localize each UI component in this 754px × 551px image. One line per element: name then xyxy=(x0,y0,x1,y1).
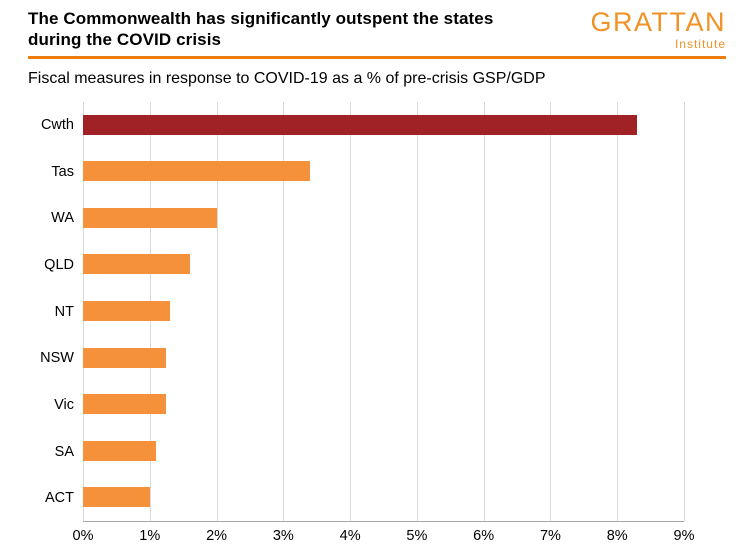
chart-row xyxy=(83,334,684,381)
logo-wordmark: GRATTAN xyxy=(590,7,726,37)
category-label-act: ACT xyxy=(45,490,74,507)
bar-vic xyxy=(83,394,167,415)
chart-row xyxy=(83,288,684,335)
category-label-tas: Tas xyxy=(51,163,74,180)
chart-row xyxy=(83,241,684,288)
bar-sa xyxy=(83,440,157,461)
chart-body: Cwth Tas WA QLD NT NSW Vic SA ACT xyxy=(28,101,726,522)
category-label-nt: NT xyxy=(54,303,74,320)
bar-tas xyxy=(83,161,311,182)
x-tick-label: 6% xyxy=(473,527,495,544)
chart-row xyxy=(83,102,684,149)
chart-subtitle: Fiscal measures in response to COVID-19 … xyxy=(28,69,546,87)
category-label-vic: Vic xyxy=(54,396,74,413)
gridline xyxy=(283,101,285,521)
gridline xyxy=(416,101,418,521)
x-axis-labels: 0% 1% 2% 3% 4% 5% 6% 7% 8% 9% xyxy=(73,527,695,551)
x-tick-label: 4% xyxy=(339,527,361,544)
category-label-qld: QLD xyxy=(44,256,74,273)
bar-act xyxy=(83,487,150,508)
x-tick-label: 0% xyxy=(72,527,94,544)
x-tick-label: 2% xyxy=(206,527,228,544)
chart-row xyxy=(83,195,684,242)
chart-rows xyxy=(83,102,684,521)
category-label-cwth: Cwth xyxy=(40,116,74,133)
gridline xyxy=(483,101,485,521)
category-label-sa: SA xyxy=(54,443,74,460)
bar-nsw xyxy=(83,347,167,368)
category-labels: Cwth Tas WA QLD NT NSW Vic SA ACT xyxy=(28,102,74,522)
gridline xyxy=(216,101,218,521)
x-tick-label: 7% xyxy=(539,527,561,544)
page-title: The Commonwealth has significantly outsp… xyxy=(28,8,493,51)
category-label-wa: WA xyxy=(51,210,74,227)
grattan-logo: GRATTAN Institute xyxy=(590,7,727,51)
gridline xyxy=(684,101,685,521)
gridline xyxy=(617,101,619,521)
logo-subtext: Institute xyxy=(674,37,726,51)
chart-row xyxy=(83,427,684,474)
title-line-1: The Commonwealth has significantly outsp… xyxy=(28,9,494,28)
bar-wa xyxy=(83,207,217,228)
header: The Commonwealth has significantly outsp… xyxy=(28,8,726,51)
chart-row xyxy=(83,381,684,428)
gridline xyxy=(550,101,552,521)
bar-chart: Cwth Tas WA QLD NT NSW Vic SA ACT 0% 1% 2% 3% 4% 5% 6%… xyxy=(28,101,726,551)
bar-nt xyxy=(83,301,170,322)
x-tick-label: 3% xyxy=(272,527,294,544)
category-label-nsw: NSW xyxy=(40,350,74,367)
x-tick-label: 9% xyxy=(673,527,695,544)
x-tick-label: 1% xyxy=(139,527,161,544)
plot-area xyxy=(83,101,685,522)
bar-qld xyxy=(83,254,190,275)
chart-row xyxy=(83,474,684,521)
chart-row xyxy=(83,148,684,195)
bar-cwth xyxy=(83,114,638,135)
x-tick-label: 8% xyxy=(606,527,628,544)
gridline xyxy=(350,101,352,521)
x-tick-label: 5% xyxy=(406,527,428,544)
title-line-2: during the COVID crisis xyxy=(28,30,222,50)
header-divider xyxy=(28,55,726,59)
